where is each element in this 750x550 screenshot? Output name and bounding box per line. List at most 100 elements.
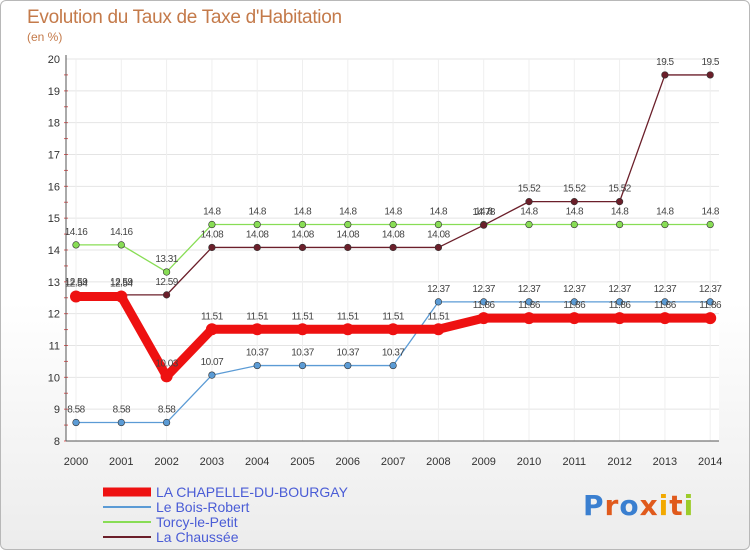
- data-label: 10.37: [382, 348, 405, 359]
- data-label: 12.37: [608, 284, 631, 295]
- data-label: 11.51: [337, 311, 360, 322]
- data-point: [163, 268, 171, 276]
- data-point: [253, 361, 261, 370]
- data-point: [658, 312, 671, 325]
- data-point: [117, 418, 125, 427]
- y-tick-label: 12: [48, 309, 60, 321]
- data-point: [72, 241, 80, 249]
- data-label: 12.37: [427, 284, 450, 295]
- data-label: 19.5: [656, 57, 674, 68]
- data-label: 10.07: [201, 357, 224, 368]
- x-tick-label: 2008: [426, 456, 450, 468]
- data-label: 14.8: [294, 207, 312, 218]
- data-point: [298, 243, 307, 252]
- data-point: [115, 290, 128, 303]
- data-label: 11.86: [518, 300, 541, 311]
- data-point: [387, 323, 400, 336]
- data-label: 8.58: [113, 405, 131, 416]
- y-tick-label: 19: [48, 86, 60, 98]
- x-tick-label: 2005: [290, 456, 314, 468]
- data-label: 14.16: [110, 227, 133, 238]
- x-tick-label: 2002: [154, 456, 178, 468]
- legend-label: LA CHAPELLE-DU-BOURGAY: [156, 484, 349, 500]
- logo-letter: t: [669, 489, 684, 522]
- data-point: [208, 371, 216, 379]
- data-point: [298, 361, 307, 370]
- data-point: [661, 71, 669, 79]
- data-label: 11.51: [428, 311, 451, 322]
- data-label: 11.86: [563, 300, 586, 311]
- x-tick-label: 2009: [471, 456, 495, 468]
- data-point: [613, 312, 626, 325]
- data-point: [568, 312, 581, 325]
- x-tick-label: 2001: [109, 456, 133, 468]
- y-tick-label: 15: [48, 213, 60, 225]
- data-point: [525, 298, 533, 306]
- data-point: [480, 298, 488, 306]
- x-tick-label: 2000: [64, 456, 88, 468]
- data-label: 12.37: [563, 284, 586, 295]
- y-tick-label: 18: [48, 118, 60, 130]
- data-label: 8.58: [67, 405, 85, 416]
- x-tick-label: 2014: [698, 456, 722, 468]
- data-label: 11.51: [382, 311, 405, 322]
- legend-label: Torcy-le-Petit: [156, 514, 238, 530]
- data-label: 14.08: [427, 229, 450, 240]
- data-point: [615, 198, 624, 206]
- data-label: 15.52: [563, 184, 586, 195]
- data-point: [72, 418, 80, 427]
- logo-letter: P: [583, 489, 605, 522]
- data-point: [296, 323, 309, 336]
- data-label: 13.31: [155, 254, 178, 265]
- data-label: 14.8: [339, 207, 357, 218]
- x-tick-label: 2006: [336, 456, 360, 468]
- data-label: 14.08: [382, 229, 405, 240]
- data-point: [525, 198, 533, 206]
- data-point: [208, 220, 216, 229]
- y-tick-label: 9: [54, 404, 60, 416]
- data-label: 19.5: [701, 57, 719, 68]
- x-tick-label: 2003: [200, 456, 224, 468]
- data-label: 11.51: [292, 311, 315, 322]
- x-tick-label: 2011: [562, 456, 586, 468]
- data-label: 12.37: [518, 284, 541, 295]
- data-label: 14.8: [384, 207, 402, 218]
- data-label: 14.8: [520, 207, 538, 218]
- data-point: [344, 220, 352, 229]
- data-point: [251, 323, 264, 336]
- y-tick-label: 13: [48, 277, 60, 289]
- data-point: [341, 323, 354, 336]
- proxiti-logo: Proxiti: [583, 489, 694, 522]
- y-tick-label: 20: [48, 54, 60, 66]
- data-point: [344, 361, 352, 370]
- data-label: 11.86: [609, 300, 632, 311]
- data-label: 14.08: [291, 229, 314, 240]
- data-point: [389, 220, 397, 229]
- data-label: 14.8: [566, 207, 584, 218]
- data-label: 11.86: [699, 300, 722, 311]
- data-point: [525, 220, 533, 229]
- data-label: 14.8: [611, 207, 629, 218]
- data-point: [160, 370, 173, 383]
- data-label: 14.08: [337, 229, 360, 240]
- legend-label: La Chaussée: [156, 529, 239, 545]
- data-label: 10.37: [246, 348, 269, 359]
- data-label: 10.37: [337, 348, 360, 359]
- data-label: 15.52: [518, 184, 541, 195]
- data-point: [661, 220, 669, 229]
- data-point: [570, 220, 578, 229]
- data-point: [70, 290, 82, 303]
- logo-letter: i: [658, 489, 670, 522]
- data-label: 12.59: [110, 277, 133, 288]
- data-point: [661, 298, 669, 306]
- data-point: [298, 220, 307, 229]
- y-tick-label: 17: [48, 150, 60, 162]
- data-label: 14.8: [248, 207, 266, 218]
- data-label: 14.08: [246, 229, 269, 240]
- data-label: 15.52: [608, 184, 631, 195]
- data-label: 11.86: [654, 300, 677, 311]
- data-point: [706, 71, 714, 79]
- data-label: 14.08: [201, 229, 224, 240]
- data-point: [434, 243, 443, 252]
